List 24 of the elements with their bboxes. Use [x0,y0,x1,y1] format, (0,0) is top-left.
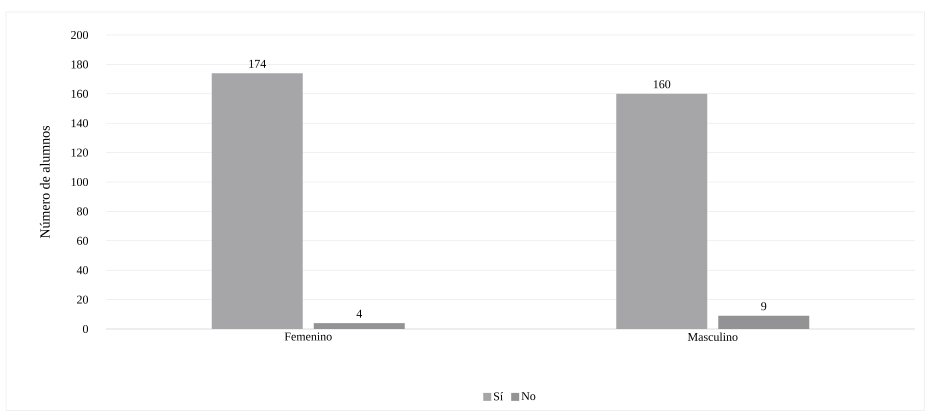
data-label: 160 [654,80,670,88]
y-tick-label: 60 [77,236,88,245]
bar [616,94,708,329]
x-tick-label: Femenino [284,332,332,341]
bar [718,316,810,329]
y-tick-label: 140 [72,119,88,128]
y-tick-label: 40 [76,266,88,274]
y-tick-label: 80 [76,207,88,216]
data-label: 9 [761,302,766,310]
y-tick-label: 160 [72,90,88,98]
y-tick-label: 0 [82,324,88,334]
legend-label: Sí [494,392,504,400]
legend-label: No [522,392,536,400]
y-tick-label: 20 [77,296,88,304]
y-tick-label: 180 [72,60,88,68]
y-tick-label: 120 [72,148,88,157]
x-tick-label: Masculino [688,332,738,341]
y-axis-title: Número de alumnos [40,126,50,238]
y-tick-label: 100 [72,178,88,186]
data-label: 4 [356,310,362,318]
y-tick-label: 200 [71,30,88,40]
bar [314,323,405,329]
data-label: 174 [249,60,266,68]
bar [212,73,303,329]
